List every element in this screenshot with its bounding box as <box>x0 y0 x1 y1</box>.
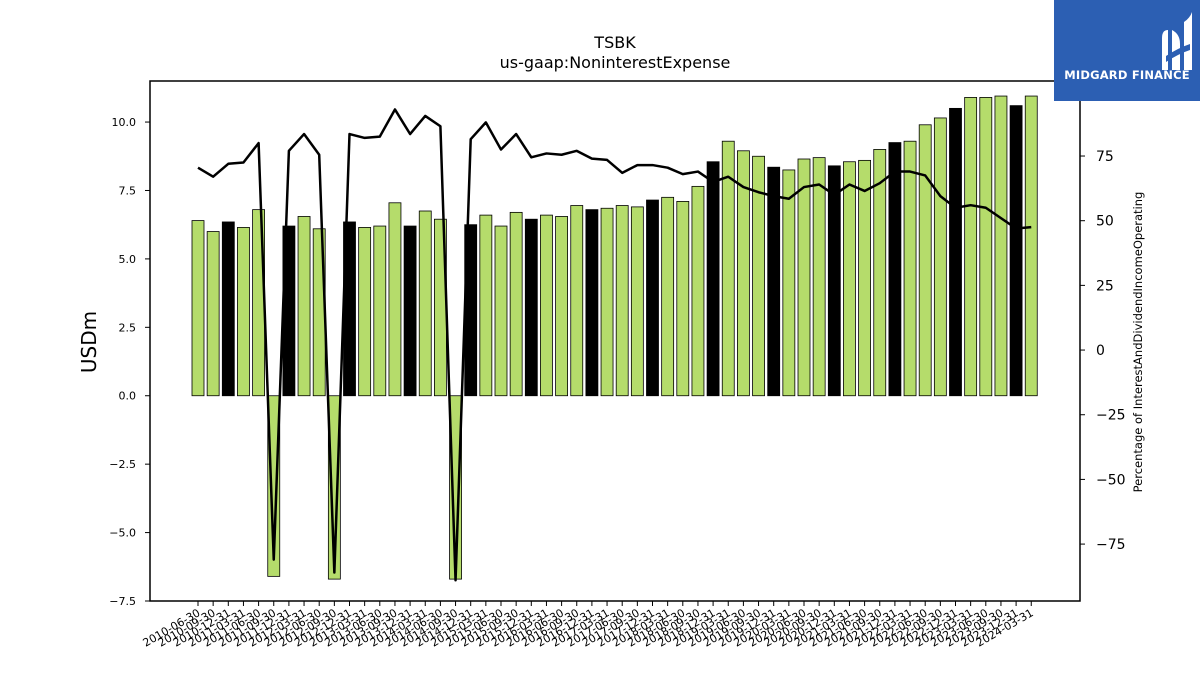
bar-2016-03-31 <box>540 214 553 397</box>
bar-2022-12-31 <box>949 107 962 397</box>
bar-2018-06-30 <box>676 201 690 397</box>
bar-2015-03-31 <box>479 214 493 397</box>
y-tick-label: 2.5 <box>119 321 137 334</box>
y-tick-label: 10.0 <box>112 116 137 129</box>
y2-tick-label: 25 <box>1096 278 1114 294</box>
y2-tick-label: −25 <box>1096 408 1126 424</box>
bar-group <box>191 95 1038 580</box>
y-tick-label: 7.5 <box>119 184 137 197</box>
ratio-line <box>197 108 1032 582</box>
bar-2015-06-30 <box>494 225 508 397</box>
bar-2016-06-30 <box>555 216 568 397</box>
bar-2022-09-30 <box>933 117 947 397</box>
y-tick-label: 0.0 <box>119 390 137 403</box>
bar-2023-03-31 <box>964 97 978 397</box>
bar-2019-09-30 <box>752 155 765 397</box>
brand-logo: MIDGARD FINANCE <box>1054 0 1200 101</box>
y2-tick-label: −50 <box>1096 472 1126 488</box>
line-group <box>197 108 1032 582</box>
bar-2018-09-30 <box>691 185 705 397</box>
bar-2014-03-31 <box>418 210 432 397</box>
axes: −7.5 −5.0 −2.5 0.0 2.5 5.0 7.5 10.0 −75 −50 −25 0 25… <box>109 80 1126 650</box>
bar-2013-12-31 <box>403 225 417 397</box>
y-tick-label: −7.5 <box>109 595 136 608</box>
bar-2021-03-31 <box>843 161 856 397</box>
bar-2017-03-31 <box>600 207 614 397</box>
bar-2015-09-30 <box>509 211 523 397</box>
bar-2013-03-31 <box>358 227 372 397</box>
bar-2013-06-30 <box>373 225 387 397</box>
bar-2022-06-30 <box>918 124 932 397</box>
bar-2018-12-31 <box>706 161 720 397</box>
bar-2010-06-30 <box>191 220 205 397</box>
bar-2017-09-30 <box>630 206 644 397</box>
bar-2015-12-31 <box>524 218 538 397</box>
bar-2011-03-31 <box>237 227 250 397</box>
bar-2020-09-30 <box>812 157 826 397</box>
brand-name: MIDGARD FINANCE <box>1064 68 1190 82</box>
bar-2019-06-30 <box>737 150 750 397</box>
bar-2023-06-30 <box>979 97 993 397</box>
y-axis-label: USDm <box>77 311 101 373</box>
bar-2020-12-31 <box>827 165 841 397</box>
y2-axis-label: Percentage of InterestAndDividendIncomeO… <box>1131 192 1145 493</box>
bar-2020-06-30 <box>797 158 811 397</box>
bar-2018-03-31 <box>661 196 675 397</box>
bar-2011-09-30 <box>267 395 281 577</box>
bar-2024-03-31 <box>1024 95 1038 397</box>
bar-2016-12-31 <box>585 209 599 397</box>
y-tick-label: −5.0 <box>109 527 136 540</box>
bar-2021-12-31 <box>888 142 902 397</box>
y2-tick-label: 75 <box>1096 149 1114 165</box>
bar-2012-09-30 <box>327 395 341 580</box>
bar-2019-12-31 <box>767 166 781 397</box>
bar-2012-03-31 <box>297 216 311 397</box>
y2-tick-label: 0 <box>1096 343 1105 359</box>
y-tick-label: 5.0 <box>119 253 137 266</box>
chart-subtitle: us-gaap:NoninterestExpense <box>500 53 731 72</box>
bar-2020-03-31 <box>782 169 796 397</box>
bar-2019-03-31 <box>721 140 735 397</box>
bar-2017-12-31 <box>646 199 659 397</box>
bar-2023-12-31 <box>1009 105 1023 397</box>
plot-frame <box>149 80 1081 602</box>
bar-2022-03-31 <box>903 140 917 397</box>
y2-tick-label: −75 <box>1096 537 1126 553</box>
bar-2021-09-30 <box>873 149 887 397</box>
bar-2010-12-31 <box>221 221 235 397</box>
bar-2016-09-30 <box>570 205 584 397</box>
bar-2021-06-30 <box>858 159 871 397</box>
bar-2010-09-30 <box>206 231 220 397</box>
bar-2017-06-30 <box>615 205 629 397</box>
chart-title: TSBK <box>593 33 636 52</box>
brand-mark-icon <box>1162 12 1192 70</box>
y-tick-label: −2.5 <box>109 458 136 471</box>
bar-2013-09-30 <box>388 202 402 397</box>
bar-2023-09-30 <box>994 95 1008 397</box>
y2-tick-label: 50 <box>1096 214 1114 230</box>
